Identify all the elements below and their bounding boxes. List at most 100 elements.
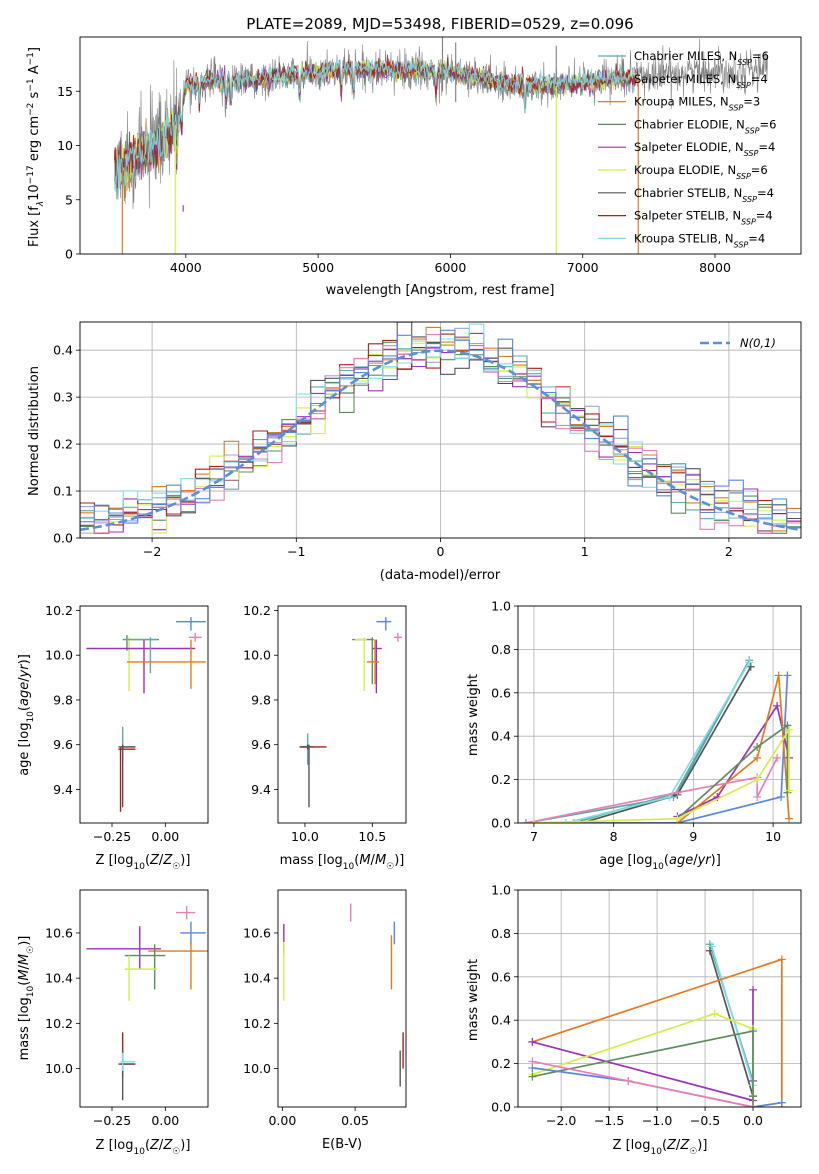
y-tick-label: 9.6 xyxy=(53,737,73,752)
weight-point-marker xyxy=(749,1103,758,1107)
residuals-xlabel: (data-model)/error xyxy=(380,568,501,583)
legend-label: Salpeter ELODIE, NSSP=4 xyxy=(634,140,775,158)
z-weight-xlabel: Z [log10(Z/Z☉)] xyxy=(613,1138,708,1157)
weight-point-marker xyxy=(753,743,762,752)
x-tick-label: −0.5 xyxy=(690,1113,720,1128)
legend-label: Kroupa MILES, NSSP=3 xyxy=(634,95,760,113)
y-tick-label: 9.8 xyxy=(53,692,73,707)
mass-vs-z-axes: −0.25 0.00 10.0 10.2 10.4 10.6 xyxy=(45,889,209,1128)
age-z-xlabel: Z [log10(Z/Z☉)] xyxy=(96,853,191,872)
y-tick-label: 1.0 xyxy=(491,883,511,898)
x-tick-label: 9 xyxy=(689,829,697,844)
y-tick-label: 9.8 xyxy=(251,692,271,707)
y-tick-label: 0.8 xyxy=(491,642,511,657)
spectrum-xlabel: wavelength [Angstrom, rest frame] xyxy=(326,283,555,298)
weight-point-marker xyxy=(777,792,786,801)
ebv-xlabel: E(B-V) xyxy=(322,1137,362,1152)
age-ylabel: age [log10(age/yr)] xyxy=(17,654,36,776)
y-tick-label: 0.0 xyxy=(491,1100,511,1115)
y-tick-label: 10.6 xyxy=(243,925,271,940)
legend-subscript: SSP xyxy=(741,217,756,226)
y-tick-label: 0.2 xyxy=(491,772,511,787)
age-weight-ylabel: mass weight xyxy=(466,674,481,756)
x-tick-label: −1.0 xyxy=(642,1113,672,1128)
y-tick-label: 10.2 xyxy=(243,603,271,618)
weight-point-marker xyxy=(749,1027,758,1036)
axes-frame xyxy=(79,889,209,1108)
age-mass-xlabel: mass [log10(M/M☉)] xyxy=(280,853,405,872)
x-tick-label: 8000 xyxy=(699,260,731,275)
spectrum-ylabel: Flux [fλ10−17 erg cm−2 s−1 A−1] xyxy=(26,47,46,247)
residuals-axes: −2 −1 0 1 2 0.0 0.1 0.2 0.3 0.4 N(0,1) xyxy=(53,321,802,559)
weight-series-line xyxy=(709,950,754,1097)
x-tick-label: 0.05 xyxy=(341,1113,369,1128)
legend-subscript: SSP xyxy=(729,103,744,112)
residuals-ylabel: Normed distribution xyxy=(27,366,42,496)
weight-point-marker xyxy=(745,658,754,667)
y-tick-label: 9.6 xyxy=(251,737,271,752)
weight-point-marker xyxy=(624,1076,633,1085)
plot-area xyxy=(80,322,801,538)
x-tick-label: 6000 xyxy=(435,260,467,275)
weight-point-marker xyxy=(753,792,762,801)
y-tick-label: 10 xyxy=(57,138,73,153)
spectrum-legend: Chabrier MILES, NSSP=6 Salpeter MILES, NS… xyxy=(598,49,776,249)
legend-subscript: SSP xyxy=(734,240,749,249)
histogram-series xyxy=(80,329,801,538)
y-tick-label: 1.0 xyxy=(491,599,511,614)
spectrum-axes: 4000 5000 6000 7000 8000 0 5 10 15 Chabrier MILES… xyxy=(57,36,802,275)
y-tick-label: 9.4 xyxy=(53,782,73,797)
weight-point-marker xyxy=(753,753,762,762)
y-tick-label: 9.4 xyxy=(251,782,271,797)
weight-point-marker xyxy=(561,819,570,823)
spectrum-model-line xyxy=(113,58,639,192)
legend-label: Chabrier ELODIE, NSSP=6 xyxy=(634,117,776,135)
y-tick-label: 0.6 xyxy=(491,685,511,700)
y-tick-label: 10.4 xyxy=(243,971,271,986)
y-tick-label: 0.6 xyxy=(491,969,511,984)
y-tick-label: 10.0 xyxy=(45,648,73,663)
legend-subscript: SSP xyxy=(742,194,757,203)
weight-point-marker xyxy=(783,788,792,797)
weight-point-marker xyxy=(777,955,786,964)
y-tick-label: 10.4 xyxy=(45,971,73,986)
mass-weight-vs-age-axes: 7 8 9 10 0.0 0.2 0.4 0.6 0.8 1.0 xyxy=(491,599,802,844)
x-tick-label: 0 xyxy=(437,544,445,559)
y-tick-label: 10.2 xyxy=(45,1016,73,1031)
y-tick-label: 0 xyxy=(65,247,73,262)
weight-point-marker xyxy=(528,1057,537,1066)
weight-point-marker xyxy=(785,814,794,823)
gaussian-curve xyxy=(80,349,801,532)
legend-label: Salpeter MILES, NSSP=4 xyxy=(634,72,768,90)
legend-label: N(0,1) xyxy=(740,336,776,350)
x-tick-label: 0.00 xyxy=(268,1113,296,1128)
weight-point-marker xyxy=(673,788,682,797)
y-tick-label: 10.6 xyxy=(45,925,73,940)
x-tick-label: 4000 xyxy=(170,260,202,275)
axes-frame xyxy=(517,889,802,1108)
plot-area xyxy=(521,656,794,823)
residuals-legend: N(0,1) xyxy=(700,336,776,350)
plot-area xyxy=(86,905,208,1101)
weight-point-marker xyxy=(673,814,682,823)
y-tick-label: 10.0 xyxy=(243,648,271,663)
weight-point-marker xyxy=(529,819,538,823)
x-tick-label: −0.25 xyxy=(93,1113,131,1128)
axes-frame xyxy=(277,889,407,1108)
x-tick-label: 2 xyxy=(725,544,733,559)
weight-point-marker xyxy=(707,942,716,951)
y-tick-label: 0.3 xyxy=(53,390,73,405)
y-tick-label: 0.4 xyxy=(491,1013,511,1028)
x-tick-label: 5000 xyxy=(302,260,334,275)
legend-label: Chabrier MILES, NSSP=6 xyxy=(634,49,769,67)
weight-series-line xyxy=(676,723,789,820)
x-tick-label: 1 xyxy=(581,544,589,559)
axes-frame xyxy=(79,321,802,539)
legend-subscript: SSP xyxy=(744,149,759,158)
x-tick-label: 10.5 xyxy=(358,829,386,844)
y-tick-label: 10.0 xyxy=(45,1061,73,1076)
age-vs-z-axes: −0.25 0.00 9.4 9.6 9.8 10.0 10.2 xyxy=(45,603,209,844)
weight-point-marker xyxy=(783,721,792,730)
weight-point-marker xyxy=(785,725,794,734)
